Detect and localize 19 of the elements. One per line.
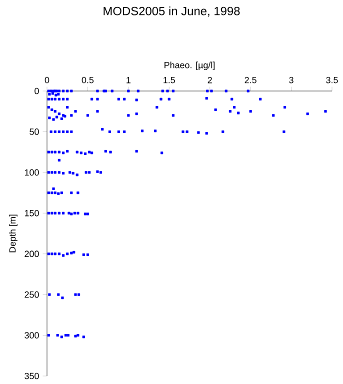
x-tick-label: 0 [44, 76, 50, 84]
x-axis-title: Phaeo. [µg/l] [164, 62, 215, 70]
x-tick-label: 3 [289, 76, 294, 84]
x-tick-label: 2.5 [244, 76, 256, 84]
y-tick-label: 100 [24, 169, 39, 176]
x-tick-label: 3.5 [326, 76, 338, 84]
x-tick-label: 1.5 [164, 76, 175, 84]
y-tick-label: 250 [24, 291, 39, 298]
y-tick-label: 50 [30, 128, 39, 135]
x-tick-label: 1 [126, 77, 130, 84]
chart-title: MODS2005 in June, 1998 [104, 6, 240, 17]
y-tick-label: 0 [34, 88, 39, 94]
y-tick-label: 350 [24, 372, 39, 380]
y-axis-title: Depth [m] [9, 214, 18, 252]
x-tick-label: 0.5 [82, 76, 94, 84]
y-tick-label: 200 [24, 250, 39, 258]
x-tick-label: 2 [208, 76, 212, 84]
y-tick-label: 300 [24, 332, 39, 338]
y-tick-label: 150 [24, 210, 39, 216]
